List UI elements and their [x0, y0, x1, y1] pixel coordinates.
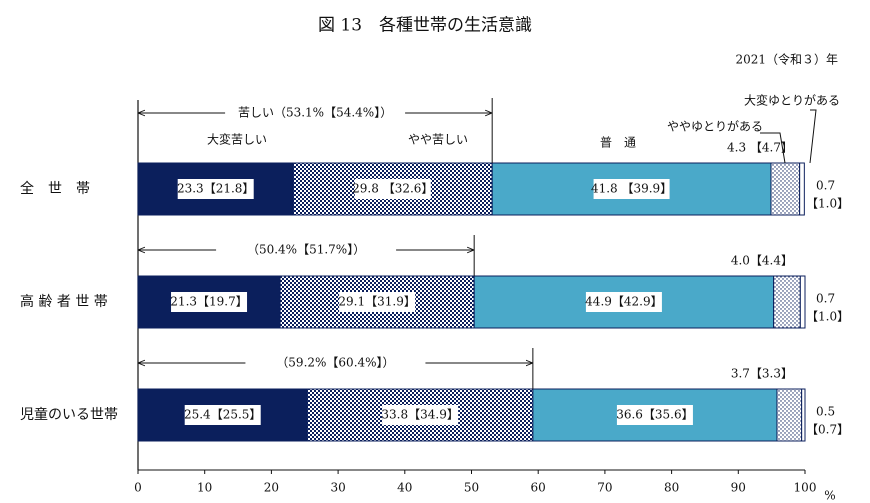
x-unit: %	[824, 489, 835, 503]
x-tick-label: 70	[597, 481, 612, 495]
chart-subtitle: 2021（令和３）年	[735, 52, 838, 67]
x-tick-label: 60	[531, 481, 546, 495]
x-tick-label: 100	[794, 481, 817, 495]
leader-line	[809, 109, 817, 164]
value-label-box	[184, 405, 261, 425]
value-label: 4.3 【4.7】	[727, 141, 793, 155]
value-label: 33.8【34.9】	[381, 408, 458, 422]
x-tick-label: 10	[197, 481, 212, 495]
x-tick-label: 90	[731, 481, 746, 495]
value-label: 【1.0】	[806, 197, 849, 211]
series-label: ややゆとりがある	[667, 119, 763, 134]
series-label: 大変ゆとりがある	[744, 93, 840, 108]
value-label: 21.3【19.7】	[170, 295, 247, 309]
category-label: 児童のいる世帯	[20, 406, 118, 423]
annotation-text: （50.4%【51.7%】）	[247, 243, 365, 257]
series-label: 大変苦しい	[207, 132, 267, 147]
category-label: 全 世 帯	[20, 180, 90, 197]
bar-segment	[773, 275, 801, 329]
value-label-box	[354, 179, 431, 199]
value-label: 25.4【25.5】	[184, 408, 261, 422]
value-label: 36.6【35.6】	[616, 408, 693, 422]
value-label: 【1.0】	[806, 310, 849, 324]
value-label-box	[171, 292, 248, 312]
value-label: 29.8 【32.6】	[352, 182, 433, 196]
bar-segment	[801, 388, 806, 442]
value-label: 0.7	[816, 292, 835, 306]
x-tick-label: 80	[664, 481, 679, 495]
x-tick-label: 20	[264, 481, 279, 495]
annotation-box	[225, 104, 406, 122]
bar-segment	[776, 388, 803, 442]
series-label: 普 通	[600, 136, 636, 150]
value-label: 23.3【21.8】	[177, 182, 254, 196]
value-label: 0.7	[816, 179, 835, 193]
x-tick-label: 50	[464, 481, 479, 495]
annotation-text: （59.2%【60.4%】）	[276, 356, 394, 370]
leader-line	[760, 132, 786, 164]
value-label-box	[585, 292, 662, 312]
annotation-box	[245, 354, 426, 372]
x-tick-label: 40	[397, 481, 412, 495]
bar-segment	[770, 162, 801, 216]
value-label-box	[177, 179, 254, 199]
value-label-box	[339, 292, 416, 312]
annotation-text: 苦しい（53.1%【54.4%】）	[238, 106, 392, 120]
value-label: 41.8 【39.9】	[591, 182, 672, 196]
value-label-box	[382, 405, 459, 425]
value-label-box	[593, 179, 670, 199]
value-label: 0.5	[816, 405, 835, 419]
value-label: 44.9【42.9】	[585, 295, 662, 309]
x-tick-label: 0	[134, 481, 142, 495]
chart-title: 図 13 各種世帯の生活意識	[318, 16, 532, 36]
value-label: 3.7【3.3】	[731, 367, 793, 381]
value-label: 【0.7】	[806, 423, 849, 437]
category-label: 高 齢 者 世 帯	[20, 293, 108, 310]
bar-segment	[799, 162, 805, 216]
annotation-box	[216, 241, 397, 259]
value-label-box	[616, 405, 693, 425]
value-label: 29.1【31.9】	[338, 295, 415, 309]
bar-segment	[799, 275, 806, 329]
bar-segment	[137, 275, 281, 329]
x-tick-label: 30	[330, 481, 345, 495]
value-label: 4.0【4.4】	[731, 254, 793, 268]
series-label: やや苦しい	[408, 133, 468, 147]
